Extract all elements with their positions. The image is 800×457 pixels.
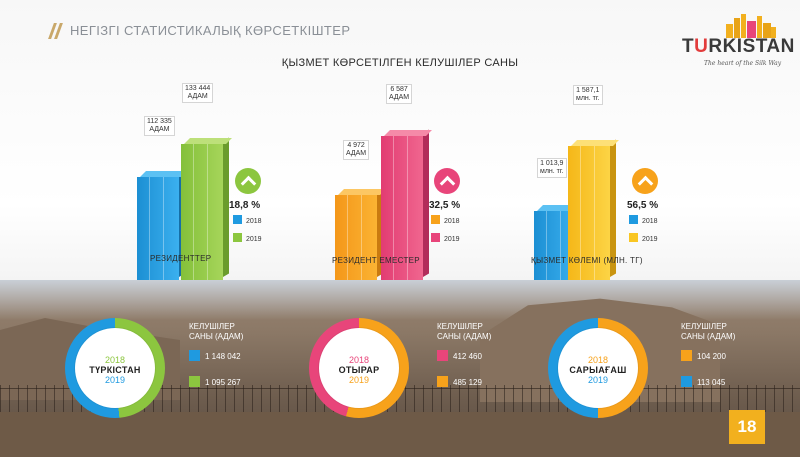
chart-service-volume: 1 013,9 млн. тг. 1 587,1 млн. тг. 56,5 % 2… bbox=[528, 70, 698, 280]
value-label-volume-2019: 1 587,1 млн. тг. bbox=[573, 85, 603, 105]
legend-item-2019: 2019 bbox=[629, 233, 658, 243]
bar-nonresidents-2018 bbox=[335, 188, 386, 280]
city-name: ТҮРКІСТАН bbox=[89, 365, 141, 375]
value-label-volume-2018: 1 013,9 млн. тг. bbox=[537, 158, 567, 178]
legend-swatch bbox=[437, 350, 448, 361]
turkistan-logo: TURKISTAN The heart of the Silk Way bbox=[682, 12, 795, 74]
category-label: РЕЗИДЕНТ ЕМЕСТЕР bbox=[332, 256, 420, 265]
legend-swatch bbox=[629, 215, 638, 224]
bar-residents-2019 bbox=[181, 137, 232, 280]
legend-item-2018: 2018 bbox=[629, 215, 658, 225]
bar-nonresidents-2019 bbox=[381, 129, 432, 280]
category-label: ҚЫЗМЕТ КӨЛЕМІ (МЛН. ТГ) bbox=[531, 256, 643, 265]
visitors-2018: 104 200 bbox=[681, 350, 726, 361]
value-label-residents-2018: 112 335 АДАМ bbox=[144, 116, 175, 136]
value-label-nonresidents-2019: 6 587 АДАМ bbox=[386, 84, 413, 104]
legend-swatch bbox=[681, 350, 692, 361]
growth-percent: 56,5 % bbox=[627, 200, 659, 211]
legend-item-2019: 2019 bbox=[431, 233, 460, 243]
city-skyline-icon bbox=[726, 14, 776, 38]
legend-item-2018: 2018 bbox=[431, 215, 460, 225]
growth-up-icon bbox=[434, 168, 460, 194]
legend-swatch bbox=[431, 215, 440, 224]
chart-section-title: ҚЫЗМЕТ КӨРСЕТІЛГЕН КЕЛУШІЛЕР САНЫ bbox=[281, 57, 519, 69]
growth-percent: 32,5 % bbox=[429, 200, 461, 211]
growth-up-icon bbox=[235, 168, 261, 194]
city-name: ОТЫРАР bbox=[338, 365, 380, 375]
header-slashes-icon bbox=[48, 23, 63, 39]
chart-non-residents: 4 972 АДАМ 6 587 АДАМ 32,5 % 2018 2019 РЕЗ… bbox=[330, 70, 500, 280]
page-title: НЕГІЗГІ СТАТИСТИКАЛЫҚ КӨРСЕТКІШТЕР bbox=[70, 23, 351, 38]
legend-swatch bbox=[681, 376, 692, 387]
legend-swatch bbox=[189, 350, 200, 361]
city-name: САРЫАҒАШ bbox=[569, 365, 627, 375]
logo-wordmark: TURKISTAN bbox=[682, 36, 795, 57]
donut-year-2018: 2018 bbox=[348, 355, 370, 365]
growth-up-icon bbox=[632, 168, 658, 194]
legend-swatch bbox=[431, 233, 440, 242]
visitors-2019: 113 045 bbox=[681, 376, 725, 387]
ground bbox=[0, 412, 800, 457]
legend-swatch bbox=[189, 376, 200, 387]
donut-year-2019: 2019 bbox=[348, 375, 370, 385]
visitors-2019: 485 129 bbox=[437, 376, 482, 387]
legend-swatch bbox=[233, 233, 242, 242]
visitors-2018: 1 148 042 bbox=[189, 350, 241, 361]
visitors-2018: 412 460 bbox=[437, 350, 482, 361]
bar-residents-2018 bbox=[137, 170, 188, 280]
donut-otyrar: 2018 ОТЫРАР 2019 bbox=[309, 318, 409, 418]
legend-swatch bbox=[629, 233, 638, 242]
logo-tagline: The heart of the Silk Way bbox=[704, 60, 782, 67]
donut-turkistan: 2018 ТҮРКІСТАН 2019 bbox=[65, 318, 165, 418]
value-label-residents-2019: 133 444 АДАМ bbox=[182, 83, 214, 103]
legend-item-2018: 2018 bbox=[233, 215, 262, 225]
visitors-2019: 1 095 267 bbox=[189, 376, 241, 387]
donut-year-2019: 2019 bbox=[587, 375, 609, 385]
donut-year-2018: 2018 bbox=[587, 355, 609, 365]
legend-swatch bbox=[437, 376, 448, 387]
legend-item-2019: 2019 bbox=[233, 233, 262, 243]
chart-residents: 112 335 АДАМ 133 444 АДАМ 18,8 % 2018 2019… bbox=[130, 70, 300, 280]
bar-volume-2019 bbox=[568, 139, 619, 280]
page-number: 18 bbox=[729, 410, 765, 444]
visitors-label: КЕЛУШІЛЕР САНЫ (АДАМ) bbox=[437, 322, 492, 341]
visitors-label: КЕЛУШІЛЕР САНЫ (АДАМ) bbox=[189, 322, 244, 341]
growth-percent: 18,8 % bbox=[229, 200, 261, 211]
donut-year-2018: 2018 bbox=[104, 355, 126, 365]
category-label: РЕЗИДЕНТТЕР bbox=[150, 254, 212, 263]
visitors-label: КЕЛУШІЛЕР САНЫ (АДАМ) bbox=[681, 322, 736, 341]
value-label-nonresidents-2018: 4 972 АДАМ bbox=[343, 140, 370, 160]
donut-year-2019: 2019 bbox=[104, 375, 126, 385]
legend-swatch bbox=[233, 215, 242, 224]
donut-saryagash: 2018 САРЫАҒАШ 2019 bbox=[548, 318, 648, 418]
